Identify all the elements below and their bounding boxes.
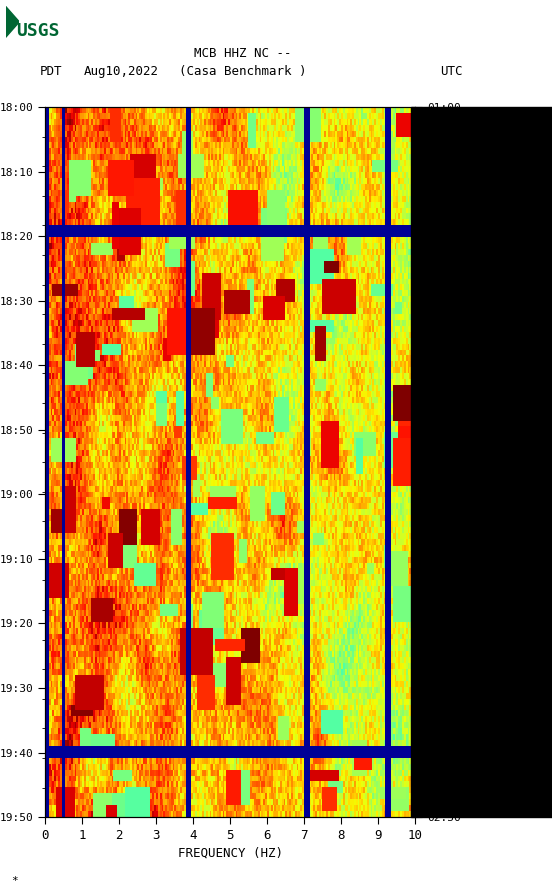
Text: PDT: PDT (40, 65, 62, 78)
Text: Aug10,2022: Aug10,2022 (84, 65, 159, 78)
Text: USGS: USGS (17, 22, 60, 40)
Text: MCB HHZ NC --: MCB HHZ NC -- (194, 47, 291, 60)
Text: *: * (11, 876, 18, 886)
Text: (Casa Benchmark ): (Casa Benchmark ) (179, 65, 306, 78)
Text: UTC: UTC (440, 65, 463, 78)
X-axis label: FREQUENCY (HZ): FREQUENCY (HZ) (178, 846, 283, 859)
Polygon shape (6, 6, 19, 38)
